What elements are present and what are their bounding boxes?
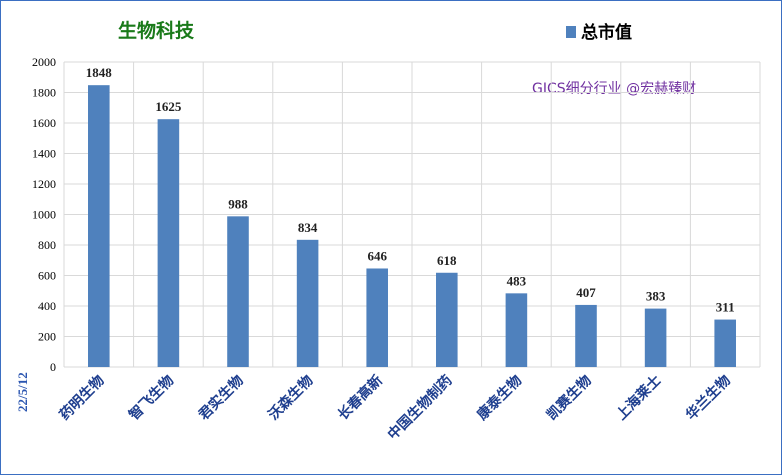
bar: [575, 304, 597, 367]
data-label: 407: [576, 285, 596, 300]
category-label: 康泰生物: [474, 372, 526, 424]
legend-label: 总市值: [581, 22, 632, 43]
category-label: 凯赛生物: [543, 372, 595, 424]
bar: [296, 239, 319, 367]
bar: [714, 319, 736, 367]
data-label: 1625: [155, 99, 182, 114]
data-label: 646: [367, 248, 387, 263]
data-label: 618: [437, 253, 457, 268]
data-label: 383: [646, 289, 666, 304]
y-tick-label: 1200: [32, 177, 56, 191]
bar: [366, 268, 388, 367]
data-label: 834: [298, 220, 318, 235]
category-label: 药明生物: [56, 372, 108, 424]
bar: [505, 293, 528, 367]
y-axis-ticks: 0 200 400 600 800 1000 1200 1400 1600 1800 2000: [32, 55, 56, 374]
y-tick-label: 200: [38, 330, 56, 344]
data-label: 311: [716, 300, 735, 315]
data-labels: 1848 1625 988 834 646 618 483 407 383 311: [86, 65, 735, 314]
chart-title: 生物科技: [118, 19, 195, 42]
y-tick-label: 1800: [32, 86, 56, 100]
y-tick-label: 600: [38, 269, 56, 283]
category-label: 君实生物: [195, 372, 247, 424]
chart-note: GICS细分行业 @宏赫臻财: [532, 81, 696, 97]
bar: [88, 85, 110, 368]
bar: [157, 119, 180, 367]
y-tick-label: 2000: [32, 55, 56, 69]
bars: [88, 85, 736, 368]
legend-swatch: [566, 26, 576, 38]
data-label: 1848: [86, 65, 113, 80]
gridlines: [63, 61, 761, 368]
y-tick-label: 1400: [32, 147, 56, 161]
date-label: 22/5/12: [15, 372, 30, 412]
bar: [644, 308, 667, 367]
y-tick-label: 1000: [32, 208, 56, 222]
data-label: 483: [507, 273, 527, 288]
category-label: 长春高新: [334, 372, 386, 424]
y-tick-label: 0: [50, 360, 56, 374]
y-tick-label: 400: [38, 299, 56, 313]
data-label: 988: [228, 196, 248, 211]
y-tick-label: 1600: [32, 116, 56, 130]
category-label: 上海莱士: [613, 372, 665, 424]
category-label: 智飞生物: [125, 372, 177, 424]
bar: [227, 216, 249, 367]
category-label: 沃森生物: [265, 372, 317, 424]
y-tick-label: 800: [38, 238, 56, 252]
bar: [436, 272, 458, 367]
category-label: 中国生物制药: [384, 372, 455, 443]
category-label: 华兰生物: [682, 372, 734, 424]
